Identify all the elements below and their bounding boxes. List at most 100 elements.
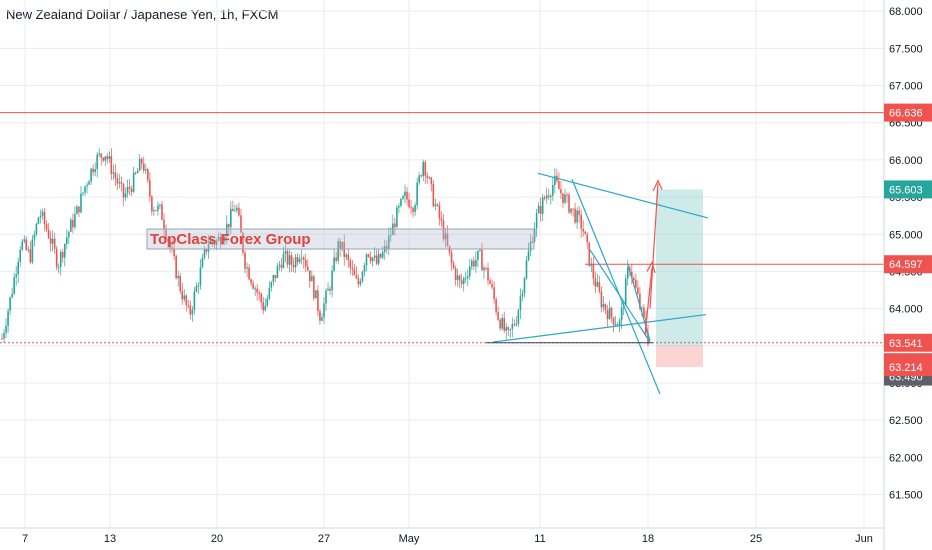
candle-body (53, 238, 56, 249)
candle-body (456, 275, 459, 280)
candle-body (1, 338, 3, 340)
candle-body (268, 287, 271, 299)
candle-body (418, 175, 420, 183)
candle-body (612, 317, 615, 325)
price-badge[interactable] (884, 333, 932, 352)
candle-body (568, 194, 570, 213)
candle-body (230, 208, 232, 228)
candle-body (151, 196, 153, 212)
price-badge-label: 64.597 (889, 259, 923, 271)
horizontal-levels-layer (0, 112, 884, 344)
candle-body (126, 186, 129, 194)
candle-body (72, 219, 74, 228)
candle-body (616, 324, 619, 326)
candle-body (533, 228, 536, 242)
candle-body (217, 236, 220, 241)
candle-body (545, 195, 548, 199)
candle-body (481, 249, 483, 271)
candle-body (539, 206, 542, 214)
candle-body (379, 253, 382, 258)
candle-body (347, 254, 350, 261)
candle-body (630, 271, 633, 278)
candle-body (503, 318, 506, 331)
candle-body (124, 193, 127, 198)
candle-body (523, 278, 526, 294)
candle-body (618, 320, 621, 326)
candle-body (361, 271, 364, 282)
price-tick-label: 66.000 (889, 155, 923, 167)
take-profit-zone[interactable] (656, 189, 703, 347)
price-axis-bg[interactable] (884, 0, 932, 550)
time-tick-label: 7 (22, 533, 28, 545)
candle-body (412, 208, 414, 212)
candle-body (86, 184, 88, 187)
price-tick-label: 67.000 (889, 81, 923, 93)
candle-body (256, 288, 258, 293)
candle-body (430, 177, 433, 184)
candle-body (122, 183, 125, 198)
candle-body (363, 265, 366, 272)
price-badge-label: 65.603 (889, 184, 923, 196)
candle-body (167, 238, 169, 242)
wedge-line-2[interactable] (589, 249, 651, 343)
candle-body (183, 295, 186, 300)
candle-body (554, 175, 556, 186)
candle-body (76, 206, 78, 215)
candle-body (155, 210, 157, 212)
candle-body (161, 204, 163, 220)
wedge-line-1[interactable] (571, 178, 661, 395)
stop-loss-zone[interactable] (656, 346, 703, 368)
candle-body (193, 291, 196, 310)
candle-body (458, 275, 461, 281)
lower-trendline[interactable] (492, 313, 707, 343)
arrow-up-1[interactable] (644, 267, 653, 335)
candle-body (234, 210, 236, 212)
price-badge[interactable] (884, 103, 932, 122)
arrow-up-2[interactable] (649, 183, 659, 309)
candle-body (560, 189, 562, 194)
price-badge[interactable] (884, 180, 932, 199)
price-tick-label: 64.000 (889, 304, 923, 316)
candle-body (604, 303, 607, 311)
candle-body (416, 182, 418, 206)
candle-body (477, 250, 479, 260)
candle-body (31, 239, 34, 263)
candle-body (432, 183, 435, 207)
candle-body (570, 208, 572, 213)
candle-body (624, 278, 627, 306)
wedge-line-3[interactable] (627, 264, 651, 341)
upper-trendline[interactable] (537, 172, 709, 219)
candle-body (578, 210, 580, 215)
candle-body (41, 211, 44, 216)
candle-body (549, 195, 552, 197)
candle-body (367, 254, 370, 257)
candle-body (232, 208, 234, 211)
candle-body (191, 309, 194, 315)
price-axis: 61.50062.00062.50063.00063.50064.00064.5… (883, 0, 932, 550)
candle-body (584, 231, 587, 235)
price-tick-label: 61.500 (889, 490, 923, 502)
price-badge[interactable] (884, 358, 932, 377)
candle-body (90, 168, 92, 182)
candle-body (552, 185, 554, 196)
candle-body (446, 233, 449, 246)
price-badge[interactable] (884, 255, 932, 274)
candle-body (108, 156, 111, 159)
candle-body (266, 298, 269, 306)
candle-body (513, 324, 516, 326)
candle-body (323, 303, 325, 318)
candle-body (25, 239, 28, 250)
candle-body (171, 247, 173, 250)
candle-body (21, 241, 24, 250)
candle-body (43, 211, 46, 225)
candle-body (626, 267, 629, 279)
candle-body (335, 257, 337, 261)
watermark-label: TopClass Forex Group (150, 231, 311, 248)
candle-body (620, 307, 623, 321)
candle-body (195, 285, 198, 292)
candle-body (140, 158, 143, 164)
candle-body (114, 172, 117, 178)
candle-body (55, 248, 58, 268)
